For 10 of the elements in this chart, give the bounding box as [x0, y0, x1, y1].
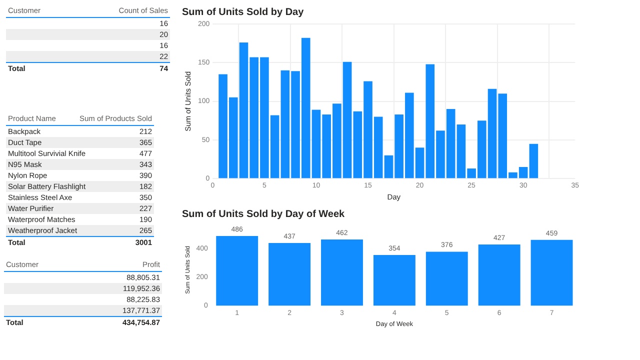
chart-title: Sum of Units Sold by Day of Week — [182, 208, 346, 220]
bar — [478, 244, 520, 306]
bar — [216, 236, 258, 306]
bar — [321, 239, 363, 306]
chart-title: Sum of Units Sold by Day — [182, 6, 304, 18]
bar — [268, 243, 311, 306]
bar — [426, 252, 468, 306]
bar — [530, 240, 573, 306]
bar — [373, 254, 416, 306]
bar — [529, 144, 538, 178]
